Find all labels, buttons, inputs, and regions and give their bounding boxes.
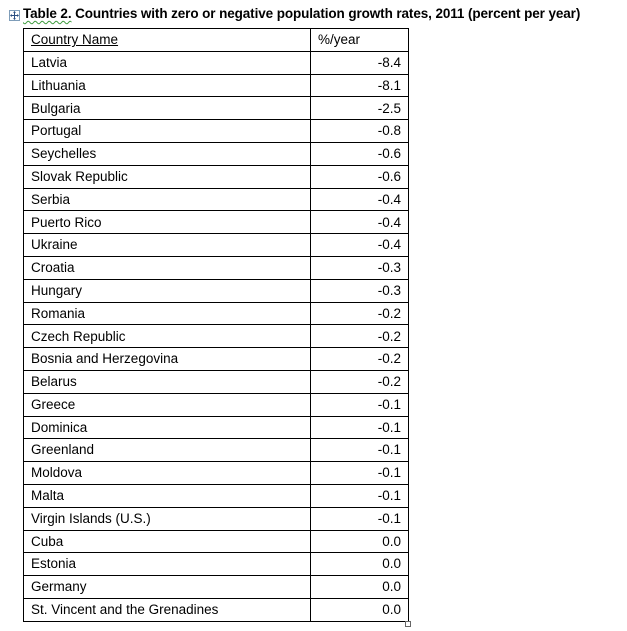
table-row: St. Vincent and the Grenadines 0.0 (23, 597, 409, 622)
country-name-cell[interactable]: Greece (23, 392, 311, 417)
growth-rate-cell[interactable]: -0.2 (310, 347, 409, 371)
growth-rate-cell[interactable]: -0.6 (310, 141, 409, 166)
table-row: Slovak Republic -0.6 (23, 164, 409, 189)
growth-rate-cell[interactable]: -0.8 (310, 119, 409, 143)
country-name-cell[interactable]: Czech Republic (23, 324, 311, 349)
country-name-cell[interactable]: Germany (23, 575, 311, 599)
table-row: Belarus -0.2 (23, 369, 409, 394)
table-row: Latvia -8.4 (23, 50, 409, 75)
growth-rate-cell[interactable]: -8.1 (310, 73, 409, 98)
country-name-cell[interactable]: Portugal (23, 119, 311, 143)
country-name-cell[interactable]: Malta (23, 483, 311, 508)
table-row: Dominica -0.1 (23, 415, 409, 440)
header-percent-year: %/year (310, 28, 409, 52)
growth-rate-cell[interactable]: -0.2 (310, 301, 409, 326)
table-title-prefix: Table 2. (23, 6, 72, 21)
growth-rate-cell[interactable]: -0.4 (310, 233, 409, 257)
growth-rate-cell[interactable]: -0.1 (310, 392, 409, 417)
growth-rate-cell[interactable]: 0.0 (310, 529, 409, 554)
table-row: Croatia -0.3 (23, 255, 409, 280)
growth-rate-cell[interactable]: -0.1 (310, 483, 409, 508)
table-row: Bulgaria -2.5 (23, 96, 409, 121)
country-name-cell[interactable]: Moldova (23, 461, 311, 485)
table-row: Hungary -0.3 (23, 278, 409, 303)
table-resize-handle-icon[interactable] (405, 621, 411, 627)
country-name-cell[interactable]: Romania (23, 301, 311, 326)
table-header-row: Country Name %/year (23, 28, 409, 52)
table-row: Czech Republic -0.2 (23, 324, 409, 349)
country-name-cell[interactable]: Greenland (23, 438, 311, 463)
table-move-handle-icon[interactable] (9, 10, 20, 21)
growth-rate-cell[interactable]: -0.6 (310, 164, 409, 189)
table-row: Greece -0.1 (23, 392, 409, 417)
growth-rate-cell[interactable]: 0.0 (310, 597, 409, 622)
growth-rate-cell[interactable]: -0.1 (310, 415, 409, 440)
growth-rate-cell[interactable]: -0.2 (310, 324, 409, 349)
growth-rate-cell[interactable]: -0.2 (310, 369, 409, 394)
growth-rate-cell[interactable]: -0.3 (310, 278, 409, 303)
country-name-cell[interactable]: Croatia (23, 255, 311, 280)
growth-rate-cell[interactable]: -0.3 (310, 255, 409, 280)
table-row: Germany 0.0 (23, 575, 409, 599)
table-row: Cuba 0.0 (23, 529, 409, 554)
country-name-cell[interactable]: Hungary (23, 278, 311, 303)
table-row: Estonia 0.0 (23, 552, 409, 577)
table-row: Moldova -0.1 (23, 461, 409, 485)
growth-rate-cell[interactable]: -0.1 (310, 506, 409, 531)
growth-rate-cell[interactable]: 0.0 (310, 552, 409, 577)
country-name-cell[interactable]: Cuba (23, 529, 311, 554)
country-name-cell[interactable]: Lithuania (23, 73, 311, 98)
country-name-cell[interactable]: Virgin Islands (U.S.) (23, 506, 311, 531)
country-name-cell[interactable]: Latvia (23, 50, 311, 75)
country-name-cell[interactable]: Serbia (23, 187, 311, 212)
table-row: Seychelles -0.6 (23, 141, 409, 166)
country-name-cell[interactable]: Estonia (23, 552, 311, 577)
country-name-cell[interactable]: St. Vincent and the Grenadines (23, 597, 311, 622)
country-name-cell[interactable]: Bulgaria (23, 96, 311, 121)
table-row: Bosnia and Herzegovina -0.2 (23, 347, 409, 371)
table-row: Malta -0.1 (23, 483, 409, 508)
growth-rate-cell[interactable]: -2.5 (310, 96, 409, 121)
table-row: Portugal -0.8 (23, 119, 409, 143)
table-title: Table 2. Countries with zero or negative… (23, 6, 580, 21)
table-row: Puerto Rico -0.4 (23, 210, 409, 235)
table-body: Latvia -8.4 Lithuania -8.1 Bulgaria -2.5 Portu… (23, 50, 409, 622)
growth-rate-cell[interactable]: -8.4 (310, 50, 409, 75)
growth-rate-cell[interactable]: -0.1 (310, 438, 409, 463)
table-row: Ukraine -0.4 (23, 233, 409, 257)
growth-rate-cell[interactable]: -0.4 (310, 187, 409, 212)
table-row: Greenland -0.1 (23, 438, 409, 463)
header-country-name: Country Name (23, 28, 311, 52)
growth-rate-cell[interactable]: -0.1 (310, 461, 409, 485)
population-growth-table: Country Name %/year Latvia -8.4 Lithuania -… (23, 28, 409, 622)
country-name-cell[interactable]: Puerto Rico (23, 210, 311, 235)
country-name-cell[interactable]: Belarus (23, 369, 311, 394)
growth-rate-cell[interactable]: 0.0 (310, 575, 409, 599)
table-row: Virgin Islands (U.S.) -0.1 (23, 506, 409, 531)
country-name-cell[interactable]: Dominica (23, 415, 311, 440)
country-name-cell[interactable]: Bosnia and Herzegovina (23, 347, 311, 371)
country-name-cell[interactable]: Seychelles (23, 141, 311, 166)
growth-rate-cell[interactable]: -0.4 (310, 210, 409, 235)
country-name-cell[interactable]: Ukraine (23, 233, 311, 257)
country-name-cell[interactable]: Slovak Republic (23, 164, 311, 189)
table-row: Romania -0.2 (23, 301, 409, 326)
table-title-text: Countries with zero or negative populati… (71, 6, 581, 21)
table-row: Lithuania -8.1 (23, 73, 409, 98)
table-row: Serbia -0.4 (23, 187, 409, 212)
